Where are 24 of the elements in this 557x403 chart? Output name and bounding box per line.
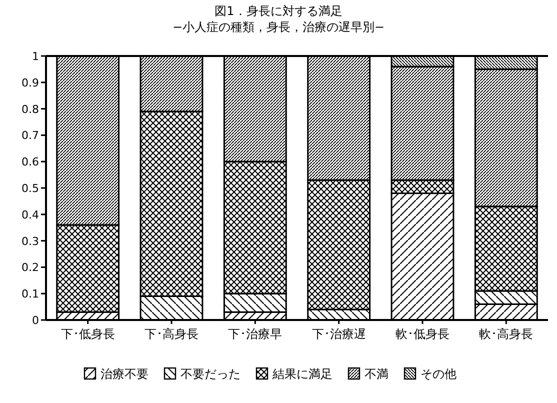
legend-label: その他 [420,367,456,381]
y-tick-label: 0.9 [22,76,39,90]
legend-label: 不要だった [180,367,240,381]
x-tick-label: 下･低身長 [60,327,115,341]
y-tick-label: 0.2 [22,261,39,274]
y-tick-label: 0.4 [22,208,39,222]
y-tick-label: 0.7 [22,129,39,142]
legend-label: 結果に満足 [272,367,332,381]
x-tick-label: 下･高身長 [144,327,198,341]
y-tick-label: 1 [32,50,39,63]
chart-title: 図1．身長に対する満足 [214,4,342,18]
y-tick-label: 0.5 [22,182,39,195]
x-tick-label: 軟･低身長 [396,327,450,341]
y-tick-label: 0 [32,314,39,327]
legend-label: 不満 [364,367,388,381]
x-tick-label: 下･治療早 [228,327,282,341]
y-tick-label: 0.3 [22,234,39,248]
y-tick-label: 0.1 [22,288,39,301]
x-tick-label: 下･治療遅 [312,327,366,341]
y-tick-label: 0.8 [22,102,39,116]
legend-label: 治療不要 [100,367,148,381]
chart-subtitle: −小人症の種類，身長，治療の遅早別− [172,20,385,34]
y-tick-label: 0.6 [22,156,39,169]
x-tick-label: 軟･高身長 [479,327,534,341]
